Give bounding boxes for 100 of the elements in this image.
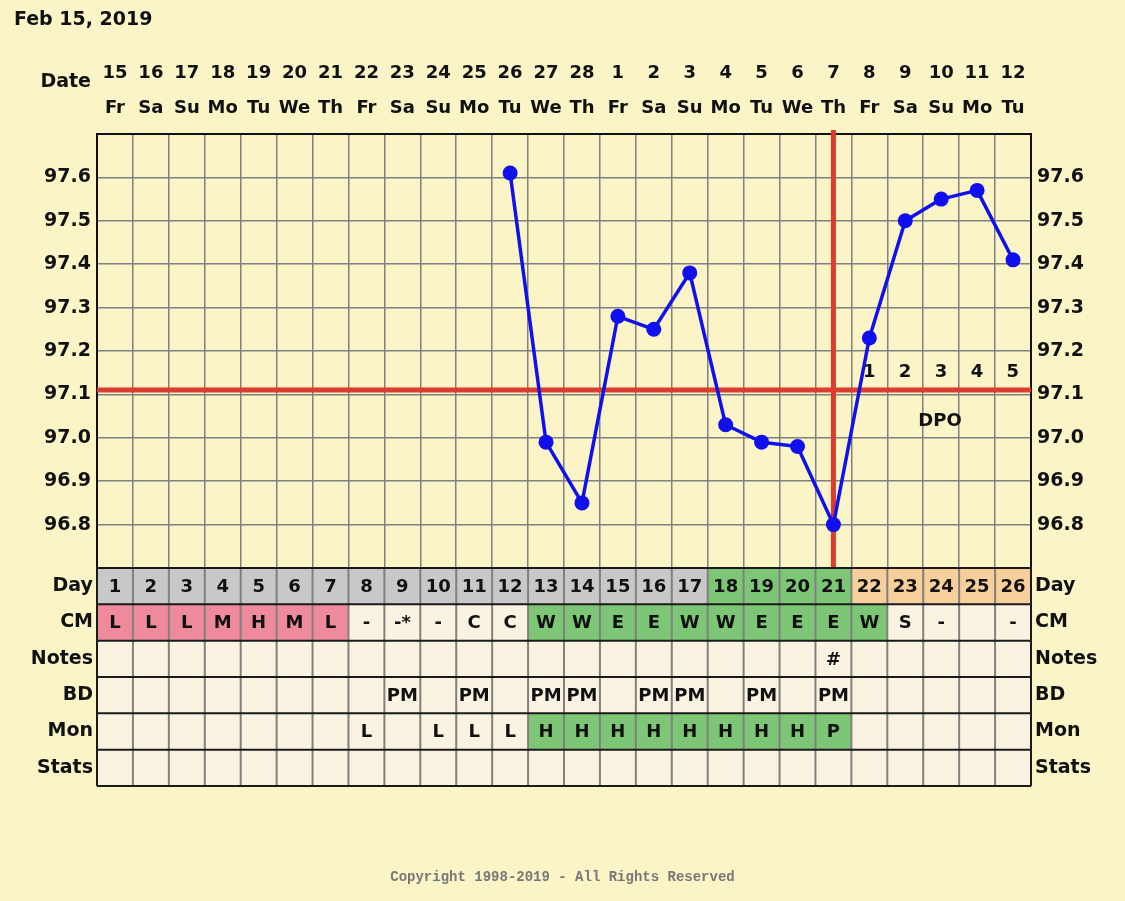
text: E	[755, 611, 768, 633]
text: -	[434, 611, 443, 633]
y2-tick-label: 97.1	[1037, 381, 1084, 404]
text: -	[362, 611, 371, 633]
x-tick-label: 25 Mo	[459, 61, 490, 117]
x-tick-label: 22 Fr	[353, 61, 379, 117]
x-tick-label: 19 Tu	[246, 61, 272, 117]
x-tick-label: 2 Sa	[641, 61, 667, 117]
text: 3	[180, 574, 194, 596]
text: H	[682, 720, 698, 742]
text: 4	[216, 574, 229, 596]
point	[897, 213, 913, 229]
y-tick-label: 96.8	[44, 511, 91, 534]
chart-title: Feb 15, 2019	[14, 7, 153, 29]
text: 20	[784, 574, 811, 596]
point	[933, 191, 949, 207]
text: L	[468, 720, 480, 742]
text: L	[181, 611, 193, 633]
text: H	[646, 720, 662, 742]
text: 9	[396, 574, 409, 596]
y2-tick-label: Stats	[1035, 754, 1091, 777]
text: 2	[144, 574, 158, 596]
point	[610, 308, 626, 324]
text: C	[503, 611, 517, 633]
text: H	[251, 611, 267, 633]
text: 12	[497, 574, 523, 596]
point	[790, 438, 805, 454]
point	[574, 495, 590, 511]
text: E	[791, 611, 804, 633]
x-tick-label: 16 Sa	[138, 61, 164, 117]
text: 26	[1000, 574, 1026, 596]
text: H	[610, 720, 626, 742]
y2-tick-label: Day	[1035, 573, 1077, 596]
point	[538, 434, 554, 450]
y2-tick-label: 97.0	[1037, 424, 1084, 447]
text: 16	[641, 574, 667, 596]
text: H	[538, 720, 554, 742]
text: W	[679, 611, 700, 633]
text: W	[536, 611, 556, 633]
text: 5	[252, 574, 265, 596]
text: 10	[425, 574, 451, 596]
x-tick-label: 26 Tu	[497, 61, 523, 117]
x-tick-label: 24 Su	[425, 61, 452, 117]
text: PM	[817, 683, 849, 705]
x-tick-label: 8 Fr	[859, 61, 880, 117]
y-tick-label: 96.9	[44, 468, 91, 491]
y2-tick-label: 97.3	[1037, 294, 1084, 317]
x-tick-label: 28 Th	[569, 61, 595, 117]
point	[825, 517, 841, 533]
text: 6	[288, 574, 301, 596]
text: 15	[605, 574, 631, 596]
x-tick-label: 5 Tu	[750, 61, 774, 117]
text: H	[718, 720, 734, 742]
y2-tick-label: 97.6	[1037, 164, 1084, 187]
y2-tick-label: 97.4	[1037, 251, 1084, 274]
point	[682, 265, 698, 281]
text: 17	[677, 574, 703, 596]
point	[969, 182, 985, 198]
y-tick-label: BD	[62, 682, 93, 705]
y2-tick-label: 97.5	[1037, 207, 1084, 230]
text: 8	[360, 574, 373, 596]
x-tick-label: 18 Mo	[207, 61, 238, 117]
text: PM	[386, 683, 418, 705]
x-tick-label: 20 We	[278, 61, 311, 117]
text: 13	[533, 574, 559, 596]
text: 23	[892, 574, 918, 596]
y-tick-label: 97.0	[44, 424, 91, 447]
text: 18	[713, 574, 739, 596]
x-tick-label: 23 Sa	[389, 61, 415, 117]
text: W	[859, 611, 880, 633]
x-tick-label: 27 We	[530, 61, 562, 117]
annotation: DPO	[918, 409, 962, 431]
text: E	[647, 611, 660, 633]
y2-tick-label: 96.8	[1037, 511, 1084, 534]
text: 24	[928, 574, 954, 596]
text: -	[937, 611, 945, 633]
text: PM	[746, 683, 778, 705]
y2-tick-label: Notes	[1035, 645, 1098, 668]
text: L	[109, 611, 121, 633]
text: 11	[461, 574, 487, 596]
y-tick-label: Stats	[37, 754, 93, 777]
y-tick-label: 97.6	[44, 164, 91, 187]
x-tick-label: 4 Mo	[710, 61, 741, 117]
y-tick-label: 97.4	[44, 251, 91, 274]
x-tick-label: 1 Fr	[607, 61, 629, 117]
text: C	[467, 611, 481, 633]
y-tick-label: 97.2	[44, 337, 91, 360]
text: E	[827, 611, 840, 633]
x-tick-label: 12 Tu	[1000, 61, 1026, 117]
x-tick-label: 17 Su	[173, 61, 200, 117]
text: 1	[108, 574, 122, 596]
text: H	[789, 720, 806, 742]
text: L	[504, 720, 516, 742]
point	[754, 434, 770, 450]
text: 7	[324, 574, 337, 596]
text: E	[611, 611, 625, 633]
y-tick-label: 97.1	[44, 381, 91, 404]
text: 25	[964, 574, 990, 596]
text: L	[324, 611, 337, 633]
x-tick-label: 21 Th	[317, 61, 344, 117]
